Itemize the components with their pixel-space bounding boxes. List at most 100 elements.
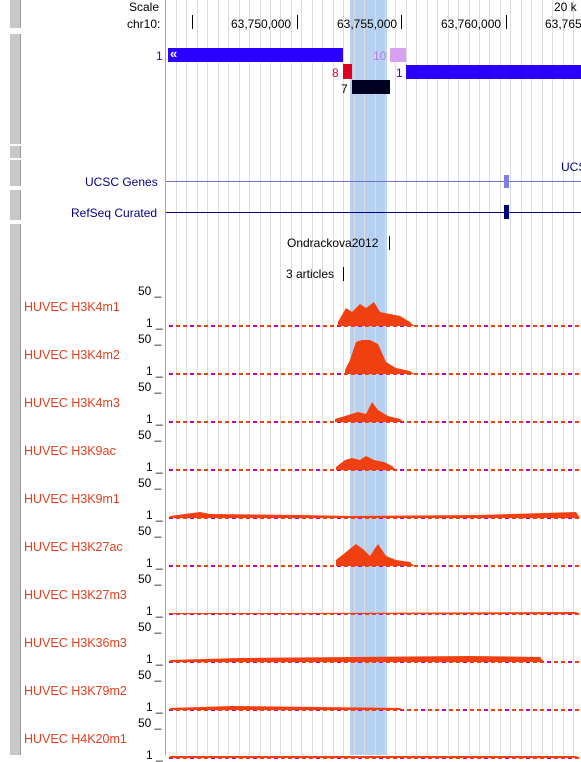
strand-arrows-icon: « xyxy=(170,46,177,61)
track-label[interactable]: HUVEC H3K4m1 xyxy=(24,300,120,314)
signal-baseline-segment xyxy=(442,565,446,567)
side-button-spacer-a[interactable] xyxy=(10,146,21,158)
signal-baseline-segment xyxy=(316,325,320,327)
signal-baseline-segment xyxy=(463,709,467,711)
signal-baseline-segment xyxy=(323,325,327,327)
publication-label[interactable]: Ondrackova2012 xyxy=(287,236,378,250)
ucsc-genes-mark[interactable] xyxy=(504,175,509,188)
track-label[interactable]: HUVEC H3K36m3 xyxy=(24,636,127,650)
track-label[interactable]: HUVEC H3K9ac xyxy=(24,444,116,458)
signal-baseline-segment xyxy=(288,373,292,375)
signal-baseline-segment xyxy=(477,421,481,423)
signal-baseline-segment xyxy=(477,325,481,327)
side-button-ruler[interactable] xyxy=(10,0,21,28)
signal-baseline-segment xyxy=(463,469,467,471)
signal-baseline-segment xyxy=(491,469,495,471)
signal-baseline-segment xyxy=(526,565,530,567)
signal-baseline-segment xyxy=(225,421,229,423)
signal-baseline-segment xyxy=(442,709,446,711)
signal-baseline-segment xyxy=(316,469,320,471)
signal-baseline-segment xyxy=(505,325,509,327)
signal-baseline-segment xyxy=(211,421,215,423)
signal-peak xyxy=(336,544,414,566)
ruler-tick xyxy=(297,15,298,29)
articles-tick xyxy=(343,267,344,281)
gene-block-right[interactable] xyxy=(406,65,581,79)
signal-baseline-segment xyxy=(323,373,327,375)
signal-baseline-segment xyxy=(323,565,327,567)
gene-block-exon10[interactable] xyxy=(390,48,406,62)
signal-baseline-segment xyxy=(519,325,523,327)
gene-block-exon8[interactable] xyxy=(343,64,352,79)
signal-baseline-segment xyxy=(400,469,404,471)
signal-baseline-segment xyxy=(190,565,194,567)
signal-baseline-segment xyxy=(512,421,516,423)
signal-baseline-segment xyxy=(540,373,544,375)
signal-baseline-segment xyxy=(435,421,439,423)
track-max-label: 50 _ xyxy=(138,620,161,634)
signal-baseline-segment xyxy=(232,565,236,567)
side-button-genes-top[interactable] xyxy=(10,34,21,144)
gene-block-exon7[interactable] xyxy=(352,80,390,94)
signal-baseline-segment xyxy=(505,565,509,567)
signal-baseline-segment xyxy=(330,421,334,423)
signal-baseline-segment xyxy=(281,565,285,567)
signal-baseline-segment xyxy=(260,373,264,375)
signal-baseline-segment xyxy=(498,565,502,567)
signal-baseline-segment xyxy=(407,709,411,711)
signal-baseline-segment xyxy=(309,565,313,567)
refseq-label[interactable]: RefSeq Curated xyxy=(71,206,157,220)
signal-baseline-segment xyxy=(295,421,299,423)
exon-number-10: 10 xyxy=(373,49,386,63)
signal-baseline-segment xyxy=(414,373,418,375)
track-label[interactable]: HUVEC H3K27m3 xyxy=(24,588,127,602)
track-label[interactable]: HUVEC H3K4m3 xyxy=(24,396,120,410)
signal-baseline-segment xyxy=(568,709,572,711)
ucsc-genes-label[interactable]: UCSC Genes xyxy=(85,175,158,189)
signal-baseline-segment xyxy=(232,421,236,423)
signal-baseline-segment xyxy=(330,565,334,567)
signal-baseline-segment xyxy=(568,469,572,471)
signal-baseline-segment xyxy=(505,469,509,471)
signal-baseline-segment xyxy=(512,373,516,375)
signal-baseline-segment xyxy=(477,709,481,711)
signal-baseline-segment xyxy=(295,325,299,327)
signal-baseline-segment xyxy=(267,565,271,567)
side-button-pubs[interactable] xyxy=(10,224,21,755)
signal-baseline-segment xyxy=(561,469,565,471)
signal-baseline-segment xyxy=(554,421,558,423)
signal-baseline-segment xyxy=(260,565,264,567)
side-button-spacer-b[interactable] xyxy=(10,160,21,186)
signal-baseline-segment xyxy=(288,421,292,423)
signal-baseline-segment xyxy=(575,565,579,567)
signal-baseline-segment xyxy=(260,421,264,423)
ruler-tick xyxy=(192,15,193,29)
refseq-mark[interactable] xyxy=(504,205,509,219)
signal-plot xyxy=(166,574,581,618)
signal-plot xyxy=(166,526,581,570)
signal-baseline-segment xyxy=(204,565,208,567)
signal-baseline-segment xyxy=(449,469,453,471)
signal-baseline-segment xyxy=(169,565,173,567)
track-label[interactable]: HUVEC H3K4m2 xyxy=(24,348,120,362)
track-label[interactable]: HUVEC H3K9m1 xyxy=(24,492,120,506)
signal-baseline-segment xyxy=(568,325,572,327)
signal-baseline-segment xyxy=(498,709,502,711)
signal-baseline-segment xyxy=(253,565,257,567)
signal-baseline-segment xyxy=(253,469,257,471)
signal-baseline-segment xyxy=(414,325,418,327)
side-button-ucsc-genes[interactable] xyxy=(10,190,21,220)
signal-baseline-segment xyxy=(169,421,173,423)
signal-baseline-segment xyxy=(302,469,306,471)
signal-baseline-segment xyxy=(204,469,208,471)
signal-baseline-segment xyxy=(449,325,453,327)
signal-baseline-segment xyxy=(183,469,187,471)
track-label[interactable]: HUVEC H3K27ac xyxy=(24,540,123,554)
signal-baseline-segment xyxy=(414,565,418,567)
gene-block-left[interactable] xyxy=(168,48,343,62)
signal-baseline-segment xyxy=(183,565,187,567)
articles-label[interactable]: 3 articles xyxy=(286,267,334,281)
track-label[interactable]: HUVEC H3K79m2 xyxy=(24,684,127,698)
signal-baseline-segment xyxy=(547,565,551,567)
track-label[interactable]: HUVEC H4K20m1 xyxy=(24,732,127,746)
